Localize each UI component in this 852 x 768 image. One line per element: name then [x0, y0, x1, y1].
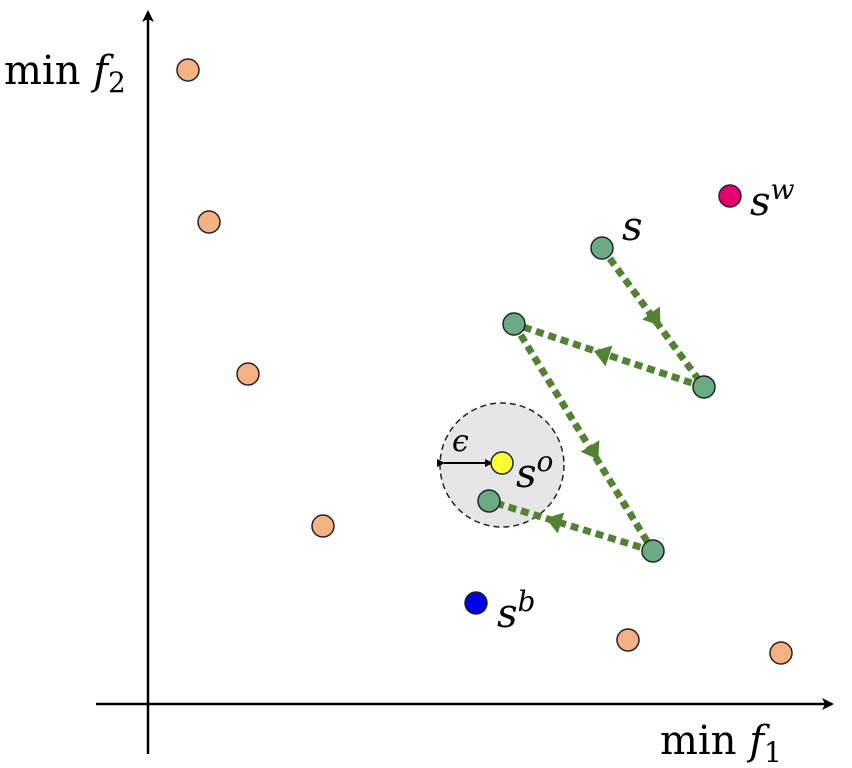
label-sb: sb	[497, 585, 535, 637]
trajectory-segment	[512, 320, 706, 391]
start-point-s	[590, 236, 614, 260]
epsilon-label: ϵ	[452, 424, 469, 459]
search-trajectory	[487, 245, 707, 555]
trajectory-segment	[487, 497, 655, 555]
trajectory-point	[692, 375, 716, 399]
pareto-point	[311, 514, 335, 538]
trajectory-point	[502, 312, 526, 336]
trajectory-points	[477, 236, 716, 563]
trajectory-arrowhead	[642, 306, 661, 326]
pareto-point	[769, 641, 793, 665]
x-axis-label: min f1	[660, 718, 782, 768]
pareto-point	[236, 362, 260, 386]
label-s: s	[622, 204, 643, 250]
pareto-point	[616, 628, 640, 652]
y-axis-label: min f2	[4, 48, 126, 99]
trajectory-arrowhead	[545, 512, 565, 534]
worst-point-sw	[718, 184, 742, 208]
trajectory-point	[641, 539, 665, 563]
pareto-point	[176, 58, 200, 82]
optimal-point-so	[490, 451, 514, 475]
trajectory-arrowhead	[593, 345, 613, 367]
trajectory-arrowhead	[580, 440, 600, 460]
best-point-sb	[464, 591, 488, 615]
trajectory-arrowheads	[545, 306, 661, 534]
trajectory-segment	[599, 245, 707, 390]
pareto-point	[197, 210, 221, 234]
label-so: so	[516, 445, 553, 497]
trajectory-segment	[511, 322, 656, 553]
trajectory-end-point	[477, 489, 501, 513]
label-sw: sw	[750, 173, 795, 225]
pareto-points	[176, 58, 793, 665]
